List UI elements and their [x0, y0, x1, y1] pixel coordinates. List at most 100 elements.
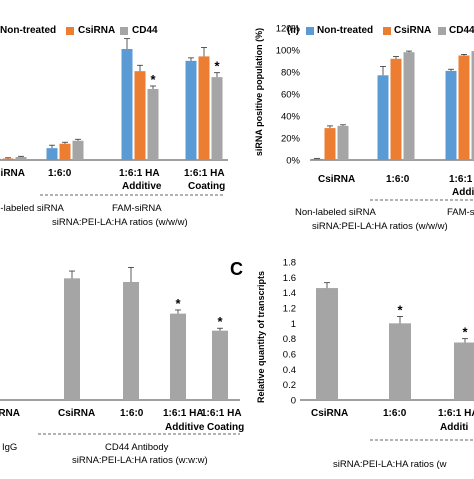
x-axis-title: siRNA:PEI-LA:HA ratios (w:w:w): [72, 455, 208, 466]
bar: [122, 49, 133, 160]
category-label: CsiRNA: [311, 408, 348, 419]
category-label: 1:6:1 HA: [119, 168, 160, 179]
legend-label-non-treated: Non-treated: [0, 25, 56, 36]
category-label: 1:6:1 HA: [201, 408, 242, 419]
significance-marker: *: [150, 72, 156, 87]
bar: [47, 148, 58, 160]
group-label: FAM-s: [447, 207, 474, 218]
bar: [446, 71, 457, 160]
category-labels: siRNA 1:6:0 1:6:1 HA Additive 1:6:1 HA C…: [0, 168, 225, 192]
y-tick-label: 1.6: [283, 273, 296, 284]
category-label: Coating: [207, 422, 244, 433]
legend-swatch-cd44: [120, 27, 128, 35]
bar: [325, 128, 336, 160]
significance-marker: *: [217, 314, 223, 329]
significance-marker: *: [397, 302, 403, 317]
panel-top-left: Non-treated CsiRNA CD44 ** siRNA 1:6:0 1…: [0, 25, 228, 228]
bar: [389, 323, 411, 400]
category-label: Additive: [122, 181, 162, 192]
plot-area: **: [0, 39, 228, 160]
bar: [170, 314, 186, 400]
y-tick-label: 1: [291, 319, 296, 330]
bar: [459, 56, 470, 161]
legend-label-csirna: CsiRNA: [394, 25, 431, 36]
legend: Non-treated CsiRNA CD44: [0, 25, 158, 36]
y-tick-label: 20%: [281, 134, 301, 145]
category-label: siRNA: [0, 168, 25, 179]
group-label: FAM-siRNA: [112, 203, 162, 214]
category-label: 1:6:0: [383, 408, 407, 419]
bar: [338, 126, 349, 160]
legend-swatch-cd44: [438, 27, 446, 35]
bar: [73, 141, 84, 160]
y-axis-ticks: 00.20.40.60.811.21.41.61.8: [283, 258, 296, 407]
y-tick-label: 0%: [286, 156, 300, 167]
bar: [148, 89, 159, 160]
group-label: Non-labeled siRNA: [295, 207, 376, 218]
category-label: CsiRNA: [58, 408, 95, 419]
y-tick-label: 0.2: [283, 380, 296, 391]
category-label: 1:6:0: [48, 168, 72, 179]
y-tick-label: 60%: [281, 90, 301, 101]
plot-area: **: [300, 283, 474, 400]
bar: [64, 278, 80, 400]
y-tick-label: 120%: [276, 24, 301, 35]
group-label: CD44 Antibody: [105, 442, 169, 453]
category-label: CsiRNA: [318, 174, 355, 185]
y-tick-label: 0: [291, 396, 296, 407]
y-tick-label: 0.6: [283, 350, 296, 361]
y-tick-label: 0.8: [283, 334, 296, 345]
bar: [316, 288, 338, 400]
y-tick-label: 100%: [276, 46, 301, 57]
legend-swatch-csirna: [383, 27, 391, 35]
legend-swatch-non-treated: [306, 27, 314, 35]
x-axis-title: siRNA:PEI-LA:HA ratios (w: [333, 459, 447, 470]
bar: [60, 144, 71, 160]
legend-label-non-treated: Non-treated: [317, 25, 373, 36]
category-label: 1:6:0: [120, 408, 144, 419]
bar: [404, 52, 415, 160]
category-label: 1:6:0: [386, 174, 410, 185]
x-axis-title: siRNA:PEI-LA:HA ratios (w/w/w): [52, 217, 188, 228]
bar: [378, 75, 389, 160]
group-label: IgG: [2, 442, 17, 453]
category-labels: CsiRNA 1:6:0 1:6:1 HA Additi: [311, 408, 474, 433]
y-tick-label: 40%: [281, 112, 301, 123]
legend-swatch-csirna: [66, 27, 74, 35]
bar: [212, 77, 223, 160]
category-labels: siRNA CsiRNA 1:6:0 1:6:1 HA Additive 1:6…: [0, 408, 244, 433]
bar: [454, 343, 474, 401]
bar: [199, 56, 210, 160]
bar: [135, 71, 146, 160]
category-label: 1:6:1 HA: [449, 174, 474, 185]
category-label: Additi: [440, 422, 469, 433]
y-axis-title: siRNA positive population (%): [254, 28, 264, 156]
panel-bottom-right: C Relative quantity of transcripts 0 0.2 0…: [230, 258, 474, 471]
y-axis-title: Relative quantity of transcripts: [256, 271, 266, 403]
panel-top-right: (ii) Non-treated CsiRNA CD44 siRNA posit…: [254, 24, 474, 233]
bar: [16, 157, 27, 160]
y-tick-label: 80%: [281, 68, 301, 79]
y-axis-ticks: 0% 20% 40% 60% 80% 100% 120%: [276, 24, 301, 167]
bar: [123, 282, 139, 400]
category-label: 1:6:1 HA: [438, 408, 474, 419]
panel-label: C: [230, 259, 243, 279]
category-label: Additive: [165, 422, 205, 433]
plot-area: [310, 50, 474, 160]
legend-label-cd44: CD44: [132, 25, 158, 36]
panel-bottom-left: ** siRNA CsiRNA 1:6:0 1:6:1 HA Additive …: [0, 267, 244, 466]
category-label: Coating: [188, 181, 225, 192]
category-label: Additiv: [452, 187, 474, 198]
bar: [312, 159, 323, 160]
group-label: Non-labeled siRNA: [0, 203, 64, 214]
bar: [186, 61, 197, 160]
category-label: 1:6:1 HA: [184, 168, 225, 179]
plot-area: **: [0, 267, 240, 400]
significance-marker: *: [214, 59, 220, 74]
category-label: 1:6:1 HA: [163, 408, 204, 419]
significance-marker: *: [462, 325, 468, 340]
y-tick-label: 1.8: [283, 258, 296, 269]
significance-marker: *: [175, 296, 181, 311]
